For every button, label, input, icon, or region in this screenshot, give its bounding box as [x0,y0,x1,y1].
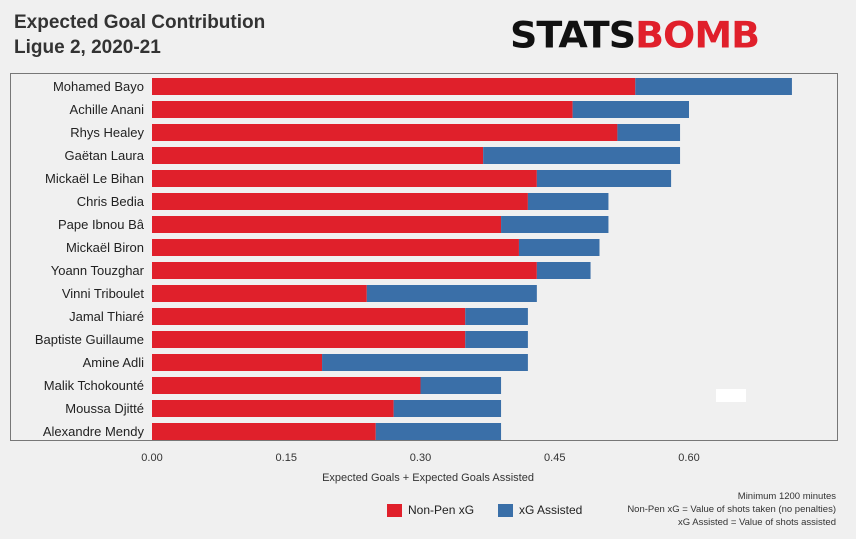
bar-non-pen-xg [152,193,528,210]
bar-non-pen-xg [152,239,519,256]
bar-non-pen-xg [152,354,323,371]
bar-xg-assisted [501,216,609,233]
bar-xg-assisted [527,193,609,210]
category-label: Pape Ibnou Bâ [58,217,145,232]
legend-xg-assisted: xG Assisted [498,503,582,517]
bar-xg-assisted [393,400,502,417]
category-label: Mohamed Bayo [53,79,144,94]
category-label: Malik Tchokounté [44,378,144,393]
category-label: Rhys Healey [70,125,144,140]
legend-label-non-pen: Non-Pen xG [408,503,475,517]
bar-non-pen-xg [152,101,573,118]
chart-title: Expected Goal Contribution [14,12,266,33]
bar-non-pen-xg [152,308,466,325]
category-label: Achille Anani [70,102,145,117]
legend-non-pen-xg: Non-Pen xG [387,503,474,517]
legend-swatch-assisted [498,503,513,517]
bar-non-pen-xg [152,262,537,279]
bar-xg-assisted [465,308,528,325]
bar-xg-assisted [483,147,681,164]
note-non-pen-xg: Non-Pen xG = Value of shots taken (no pe… [627,504,836,515]
bar-non-pen-xg [152,285,367,302]
bar-non-pen-xg [152,170,537,187]
legend-swatch-non-pen [387,503,402,517]
category-label: Yoann Touzghar [51,263,145,278]
logo-part-bomb: BOMB [635,14,760,56]
category-label: Vinni Triboulet [62,286,145,301]
bar-chart: Mohamed Bayo Achille Anani Rhys Healey Gaët… [35,78,792,464]
category-label: Alexandre Mendy [43,424,145,439]
category-label: Moussa Djitté [65,401,144,416]
x-tick-label: 0.60 [678,452,699,464]
note-minimum-minutes: Minimum 1200 minutes [737,491,836,502]
bar-non-pen-xg [152,216,502,233]
x-tick-label: 0.45 [544,452,565,464]
bar-non-pen-xg [152,78,636,95]
bar-non-pen-xg [152,400,394,417]
bar-non-pen-xg [152,377,421,394]
x-tick-label: 0.30 [410,452,431,464]
bar-non-pen-xg [152,423,376,440]
category-label: Mickaël Le Bihan [45,171,144,186]
bar-xg-assisted [465,331,528,348]
bar-xg-assisted [366,285,537,302]
footnotes: Minimum 1200 minutes Non-Pen xG = Value … [627,490,836,529]
bar-xg-assisted [572,101,689,118]
bar-non-pen-xg [152,124,618,141]
legend-label-assisted: xG Assisted [519,503,583,517]
category-label: Baptiste Guillaume [35,332,144,347]
bar-non-pen-xg [152,331,466,348]
category-label: Chris Bedia [77,194,145,209]
bar-xg-assisted [322,354,528,371]
statsbomb-logo: STATSBOMB [510,13,760,57]
category-label: Amine Adli [83,355,145,370]
bar-xg-assisted [536,262,591,279]
category-label: Mickaël Biron [66,240,144,255]
x-tick-label: 0.15 [276,452,297,464]
category-label: Jamal Thiaré [69,309,144,324]
bar-xg-assisted [617,124,681,141]
bar-xg-assisted [635,78,792,95]
bar-xg-assisted [536,170,672,187]
chart-subtitle: Ligue 2, 2020-21 [14,37,161,58]
note-xg-assisted: xG Assisted = Value of shots assisted [678,517,836,528]
bar-non-pen-xg [152,147,484,164]
logo-part-stats: STATS [510,14,636,56]
bar-xg-assisted [518,239,600,256]
x-axis-label: Expected Goals + Expected Goals Assisted [322,472,534,484]
category-label: Gaëtan Laura [64,148,144,163]
blank-label-box [716,389,746,402]
bar-xg-assisted [420,377,502,394]
bar-xg-assisted [375,423,502,440]
x-tick-label: 0.00 [141,452,162,464]
title-block: Expected Goal Contribution Ligue 2, 2020… [14,10,265,60]
